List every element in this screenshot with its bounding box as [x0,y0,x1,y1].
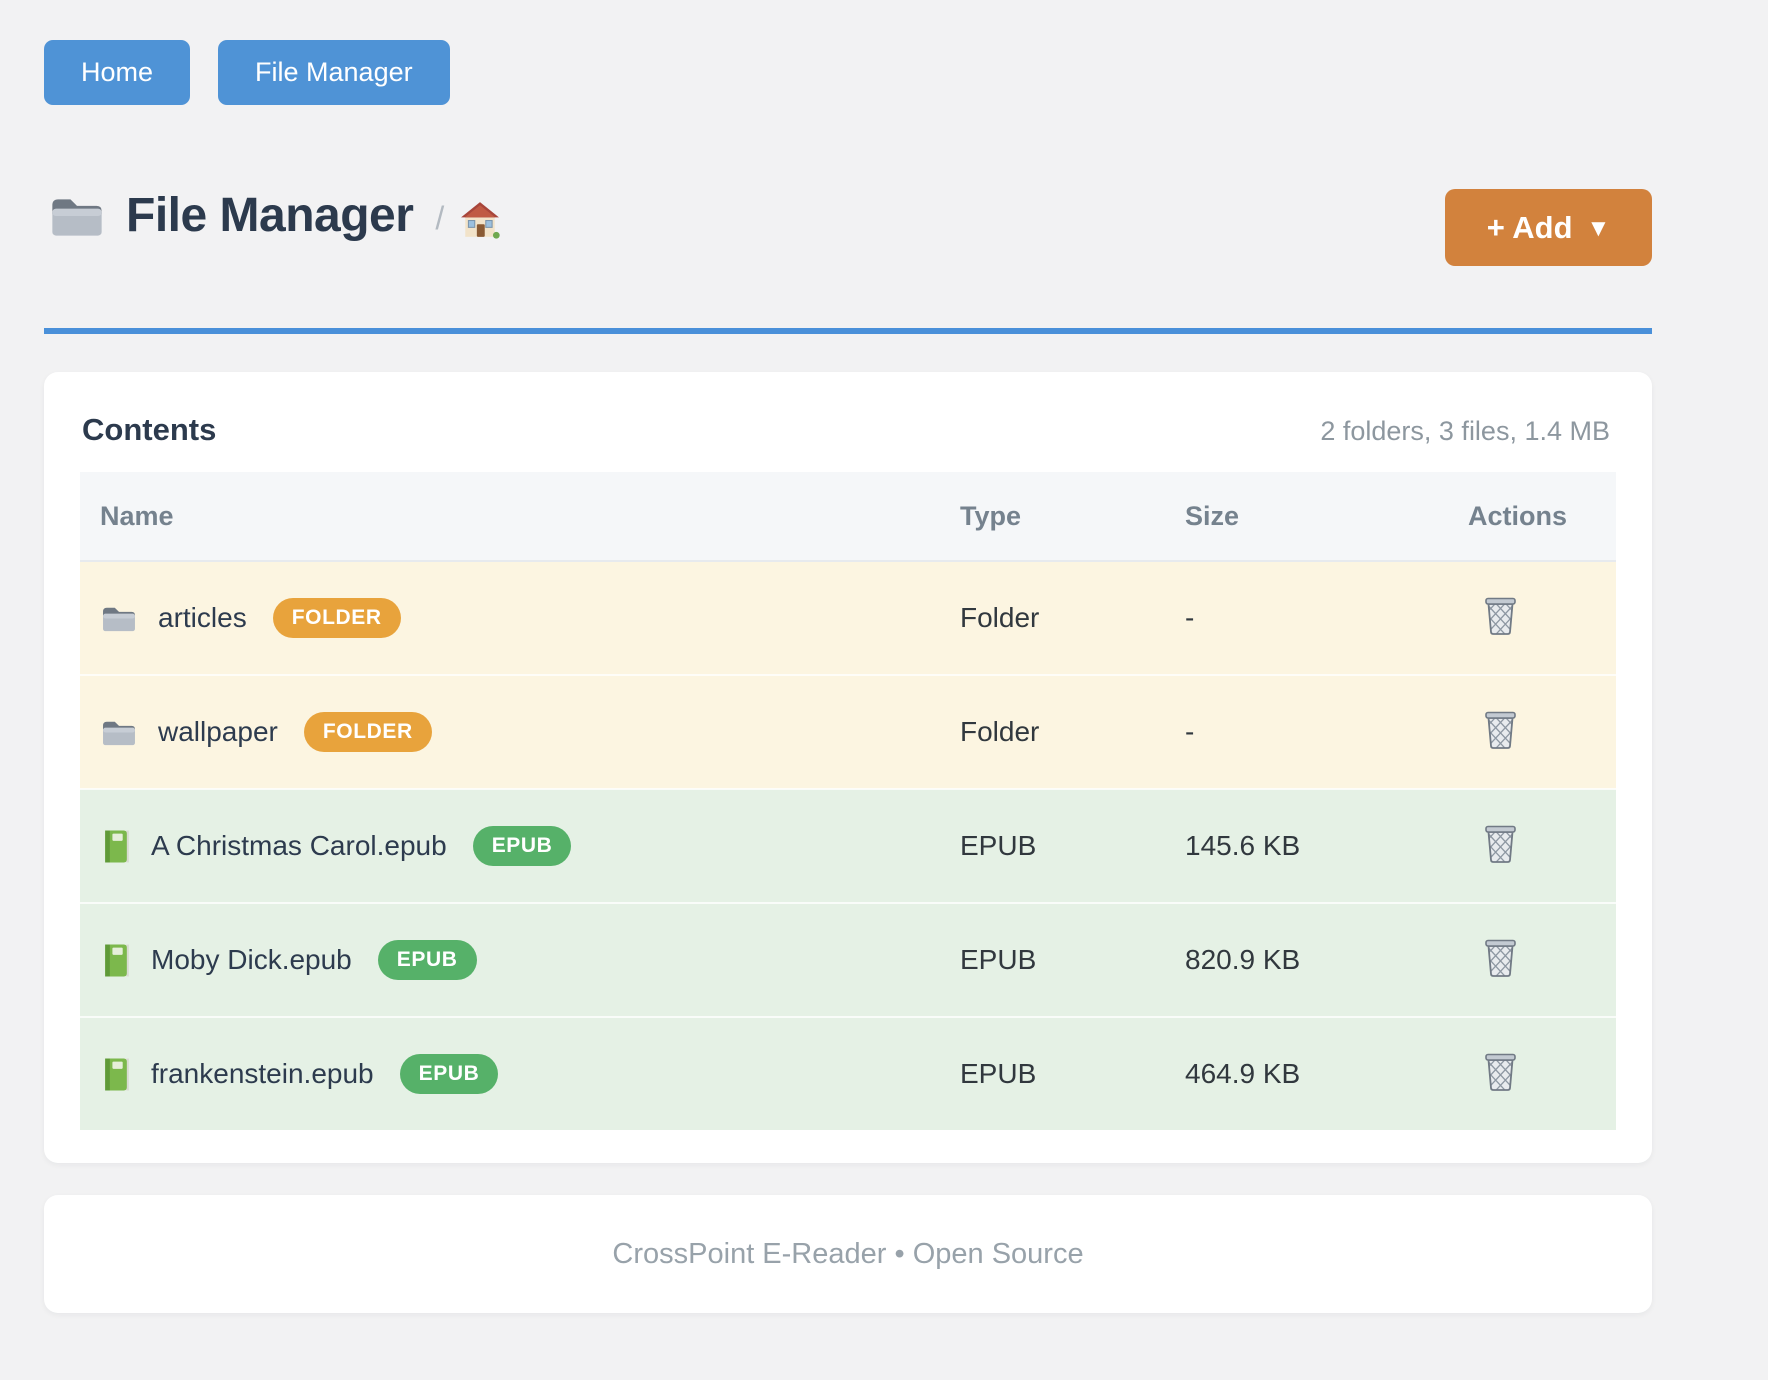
home-icon[interactable] [460,201,500,239]
table-body: articles FOLDER Folder - wallpaper FOLDE… [80,561,1616,1130]
cell-size: - [1165,561,1448,675]
contents-card: Contents 2 folders, 3 files, 1.4 MB Name… [44,372,1652,1163]
cell-size: 820.9 KB [1165,902,1448,1017]
type-badge: FOLDER [303,712,432,752]
contents-summary: 2 folders, 3 files, 1.4 MB [1320,416,1610,446]
file-name: frankenstein.epub [151,1058,374,1089]
book-icon [100,943,131,978]
trash-icon [1482,936,1519,978]
type-badge: FOLDER [272,598,401,638]
nav-button-file-manager[interactable]: File Manager [218,40,450,105]
delete-button[interactable] [1482,708,1519,750]
file-name: articles [158,602,247,633]
table-row[interactable]: Moby Dick.epub EPUB EPUB 820.9 KB [80,902,1616,1017]
chevron-down-icon: ▼ [1586,215,1611,242]
cell-size: 464.9 KB [1165,1016,1448,1130]
cell-type: EPUB [940,1016,1165,1130]
column-header-type: Type [940,472,1165,562]
type-badge: EPUB [472,826,572,866]
trash-icon [1482,708,1519,750]
trash-icon [1482,1050,1519,1092]
file-name: wallpaper [158,716,278,747]
nav-button-home[interactable]: Home [44,40,191,105]
column-header-name: Name [80,472,940,562]
column-header-size: Size [1165,472,1448,562]
cell-type: Folder [940,674,1165,789]
delete-button[interactable] [1482,1050,1519,1092]
footer-text: CrossPoint E-Reader • Open Source [612,1237,1084,1270]
title-underline [44,328,1652,334]
book-icon [100,829,131,864]
page-title: File Manager [126,189,414,242]
breadcrumb-separator: / [435,200,445,236]
cell-type: Folder [940,561,1165,675]
delete-button[interactable] [1482,936,1519,978]
trash-icon [1482,594,1519,636]
files-table: Name Type Size Actions articles FOLDER F… [80,472,1616,1130]
cell-type: EPUB [940,902,1165,1017]
book-icon [100,1057,131,1092]
file-name: A Christmas Carol.epub [151,830,447,861]
card-title: Contents [82,412,217,447]
delete-button[interactable] [1482,594,1519,636]
delete-button[interactable] [1482,822,1519,864]
column-header-actions: Actions [1448,472,1616,562]
top-nav: Home File Manager [44,40,450,105]
folder-icon [100,603,138,634]
table-header-row: Name Type Size Actions [80,472,1616,562]
add-button[interactable]: + Add ▼ [1445,189,1652,266]
cell-size: - [1165,674,1448,789]
type-badge: EPUB [377,940,477,980]
contents-card-header: Contents 2 folders, 3 files, 1.4 MB [44,372,1652,448]
folder-icon [100,717,138,748]
table-row[interactable]: A Christmas Carol.epub EPUB EPUB 145.6 K… [80,788,1616,903]
cell-size: 145.6 KB [1165,788,1448,903]
trash-icon [1482,822,1519,864]
file-name: Moby Dick.epub [151,944,352,975]
table-row[interactable]: articles FOLDER Folder - [80,561,1616,675]
type-badge: EPUB [399,1054,499,1094]
table-row[interactable]: wallpaper FOLDER Folder - [80,674,1616,789]
footer-card: CrossPoint E-Reader • Open Source [44,1195,1652,1313]
table-row[interactable]: frankenstein.epub EPUB EPUB 464.9 KB [80,1016,1616,1130]
add-button-label: + Add [1486,209,1573,245]
cell-type: EPUB [940,788,1165,903]
page-header: File Manager / [48,188,500,243]
folder-icon [48,192,106,240]
